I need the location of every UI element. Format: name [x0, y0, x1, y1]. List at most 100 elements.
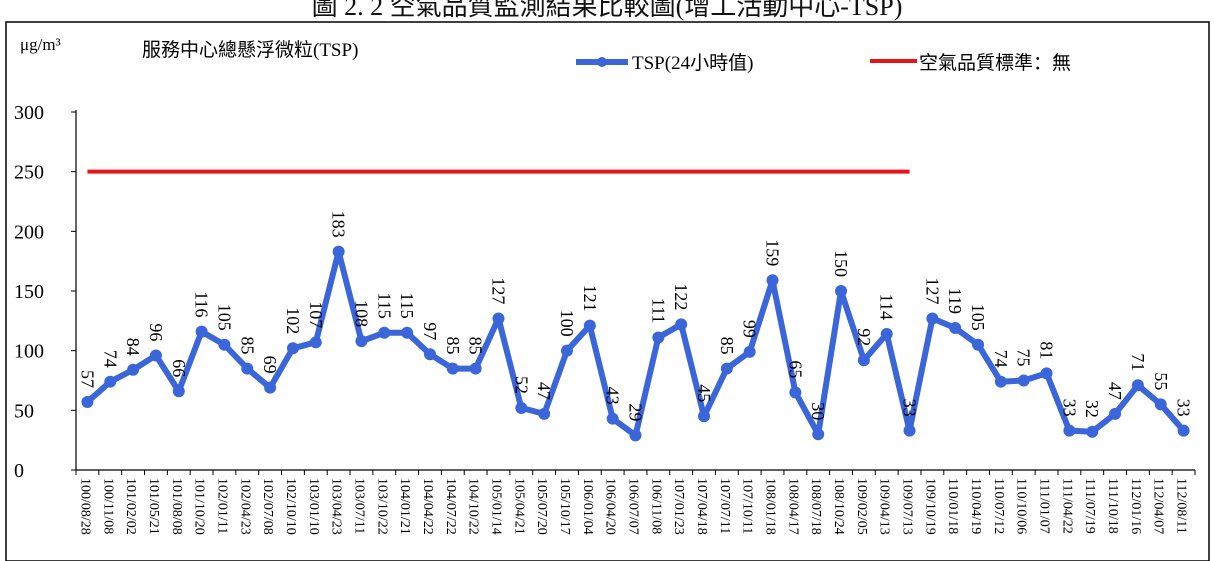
tsp-point [423, 348, 436, 361]
x-tick-label: 101/05/21 [146, 478, 161, 535]
x-tick-label: 110/10/06 [1014, 478, 1029, 534]
tsp-point [743, 345, 756, 358]
tsp-point [127, 363, 140, 376]
tsp-point [241, 362, 254, 375]
x-tick-label: 103/10/22 [374, 478, 389, 535]
x-tick-label: 106/07/07 [626, 478, 641, 535]
y-tick-label: 100 [14, 341, 44, 363]
tsp-point [812, 428, 825, 441]
x-tick-label: 102/10/10 [283, 478, 298, 535]
x-tick-label: 101/10/20 [192, 478, 207, 535]
x-tick-label: 105/07/20 [534, 478, 549, 535]
tsp-data-label: 100 [557, 310, 577, 337]
tsp-point [149, 349, 162, 362]
x-tick-label: 104/10/22 [466, 478, 481, 535]
x-tick-label: 109/02/05 [854, 478, 869, 535]
tsp-data-label: 105 [968, 304, 988, 331]
legend-swatch-tsp-marker [597, 57, 607, 67]
legend-label-standard: 空氣品質標準：無 [919, 52, 1071, 74]
x-tick-label: 111/04/22 [1059, 478, 1074, 534]
tsp-data-label: 127 [488, 277, 508, 304]
tsp-point [172, 385, 185, 398]
tsp-point [264, 381, 277, 394]
tsp-point [1040, 367, 1053, 380]
x-tick-label: 104/01/21 [397, 478, 412, 535]
tsp-data-label: 121 [580, 285, 600, 312]
tsp-data-label: 102 [283, 307, 303, 334]
tsp-data-label: 85 [443, 337, 463, 355]
x-tick-label: 106/01/04 [580, 478, 595, 535]
tsp-point [446, 362, 459, 375]
tsp-data-label: 55 [1151, 372, 1171, 390]
x-tick-label: 108/04/17 [785, 478, 800, 535]
tsp-point [789, 386, 802, 399]
tsp-data-label: 30 [808, 402, 828, 420]
legend-label-tsp: TSP(24小時值) [632, 52, 753, 74]
y-axis: 0 50 100 150 200 250 300 [14, 102, 77, 482]
chart-frame [5, 21, 1210, 561]
tsp-data-label: 71 [1128, 353, 1148, 371]
figure-caption: 圖 2. 2 空氣品質監測結果比較圖(增工活動中心-TSP) [311, 0, 903, 21]
x-tick-label: 112/04/07 [1151, 478, 1166, 534]
x-tick-label: 110/04/19 [968, 478, 983, 534]
tsp-point [492, 312, 505, 325]
tsp-point [880, 327, 893, 340]
x-tick-label: 103/04/23 [329, 478, 344, 535]
tsp-point [401, 326, 414, 339]
tsp-data-label: 105 [214, 304, 234, 331]
tsp-data-label: 108 [351, 300, 371, 327]
tsp-data-label: 159 [763, 239, 783, 266]
x-tick-label: 102/04/23 [237, 478, 252, 535]
tsp-data-label: 47 [1105, 382, 1125, 400]
x-tick-label: 110/01/18 [945, 478, 960, 534]
tsp-data-label: 75 [1014, 349, 1034, 367]
y-tick-label: 300 [14, 102, 44, 124]
x-tick-label: 112/08/11 [1174, 478, 1189, 534]
tsp-data-label: 33 [900, 399, 920, 417]
tsp-point [949, 321, 962, 334]
tsp-point [903, 424, 916, 437]
tsp-data-label: 96 [146, 323, 166, 341]
tsp-point [378, 326, 391, 339]
tsp-point [698, 410, 711, 423]
tsp-point [583, 319, 596, 332]
x-tick-label: 111/01/07 [1037, 478, 1052, 534]
tsp-data-label: 150 [831, 250, 851, 277]
tsp-point [652, 331, 665, 344]
x-tick-label: 102/01/11 [214, 478, 229, 534]
x-tick-label: 102/07/08 [260, 478, 275, 535]
tsp-point [469, 362, 482, 375]
tsp-point [606, 412, 619, 425]
y-tick-label: 0 [14, 460, 24, 482]
tsp-point [926, 312, 939, 325]
x-tick-label: 108/07/18 [808, 478, 823, 535]
tsp-point [286, 342, 299, 355]
tsp-point [538, 407, 551, 420]
x-tick-label: 104/07/22 [443, 478, 458, 535]
tsp-data-label: 74 [100, 350, 120, 368]
tsp-point [675, 318, 688, 331]
tsp-point [1131, 379, 1144, 392]
x-tick-label: 106/04/20 [603, 478, 618, 535]
x-tick-label: 105/01/14 [488, 478, 503, 535]
tsp-data-label: 92 [854, 328, 874, 346]
tsp-point [1063, 424, 1076, 437]
x-axis-ticks: 100/08/28 100/11/08 101/02/02 101/05/21 101/… [75, 470, 1196, 535]
x-tick-label: 109/04/13 [877, 478, 892, 535]
y-tick-label: 50 [14, 400, 34, 422]
x-tick-label: 108/10/24 [831, 478, 846, 535]
tsp-point [1177, 424, 1190, 437]
tsp-point [1086, 425, 1099, 438]
x-tick-label: 112/01/16 [1128, 478, 1143, 534]
x-tick-label: 108/01/18 [763, 478, 778, 535]
tsp-point [994, 375, 1007, 388]
tsp-point [355, 335, 368, 348]
x-tick-label: 103/01/10 [306, 478, 321, 535]
tsp-data-label: 33 [1059, 399, 1079, 417]
tsp-data-label: 43 [603, 387, 623, 405]
y-axis-unit: μg/m³ [20, 35, 61, 54]
tsp-data-label: 111 [648, 298, 668, 324]
tsp-point [629, 429, 642, 442]
tsp-data-label: 47 [534, 382, 554, 400]
